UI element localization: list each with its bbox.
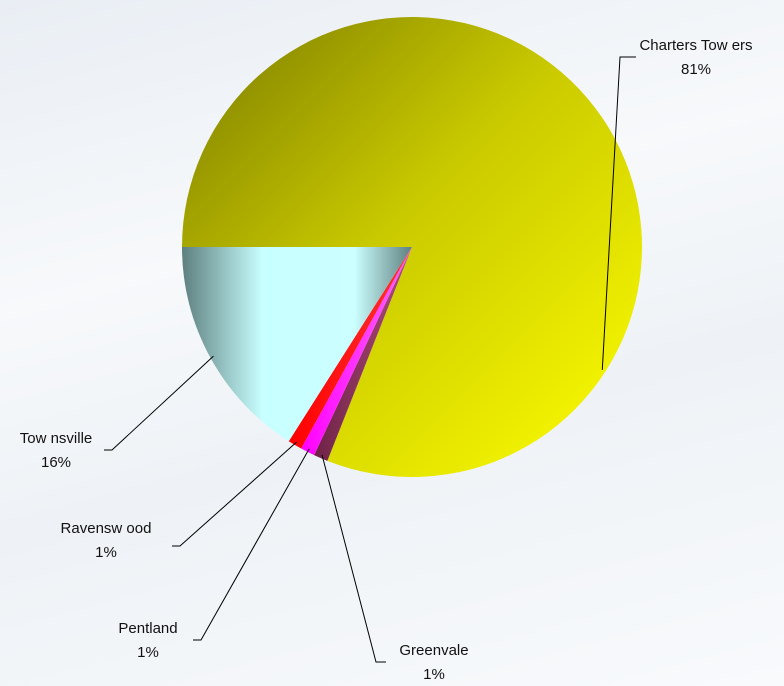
leader-line-charters-towers bbox=[601, 56, 636, 370]
leader-line-townsville bbox=[104, 355, 214, 451]
slice-label-percent: 1% bbox=[137, 644, 159, 661]
leader-line-greenvale bbox=[321, 454, 386, 663]
leader-line-ravenswood bbox=[172, 441, 298, 547]
pie-slice-ravenswood bbox=[288, 247, 412, 449]
leader-line-pentland bbox=[193, 448, 310, 641]
leader-lines bbox=[104, 56, 636, 663]
slice-label-percent: 1% bbox=[95, 544, 117, 561]
pie-slice-townsville bbox=[182, 247, 412, 442]
slice-labels: Charters Tow ers 81% Greenvale 1% Pentland 1%… bbox=[20, 37, 753, 683]
pie-slice-charters-towers bbox=[182, 16, 642, 477]
slice-label-name: Ravensw ood bbox=[61, 520, 152, 537]
slice-label-percent: 16% bbox=[41, 454, 71, 471]
slice-label-name: Greenvale bbox=[399, 642, 468, 659]
slice-label-name: Tow nsville bbox=[20, 430, 93, 447]
slice-label-name: Pentland bbox=[118, 620, 177, 637]
slice-label-percent: 81% bbox=[681, 61, 711, 78]
slice-label-percent: 1% bbox=[423, 666, 445, 683]
pie-slices bbox=[182, 16, 642, 477]
slice-label-name: Charters Tow ers bbox=[639, 37, 752, 54]
pie-slice-pentland bbox=[301, 247, 412, 456]
pie-slice-greenvale bbox=[314, 247, 412, 461]
